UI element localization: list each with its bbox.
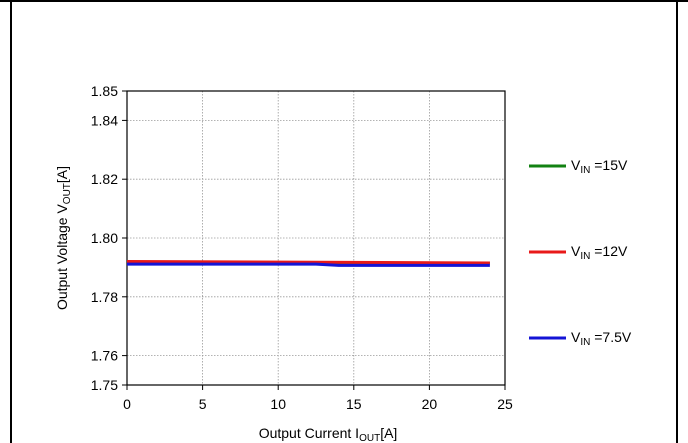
y-axis-title-text: Output Voltage V (54, 204, 70, 311)
legend-label-vin-7-5v-sub: IN (580, 337, 590, 348)
legend-item-vin-15v: VIN =15V (529, 157, 628, 176)
x-tick-label-25: 25 (497, 396, 513, 412)
y-tick-label-1-8: 1.80 (91, 230, 118, 246)
x-tick-label-20: 20 (422, 396, 438, 412)
frame-right-rule (676, 0, 678, 443)
frame-left-rule (10, 0, 12, 443)
x-axis-title: Output Current IOUT[A] (259, 425, 398, 443)
legend-label-vin-15v-value: =15V (590, 157, 628, 173)
x-tick-label-5: 5 (199, 396, 207, 412)
y-tick-label-1-84: 1.84 (91, 112, 118, 128)
legend-label-vin-15v-sub: IN (580, 165, 590, 176)
legend-label-vin-12v: VIN =12V (571, 243, 628, 262)
legend-label-vin-7-5v: VIN =7.5V (571, 329, 632, 348)
y-tick-label-1-78: 1.78 (91, 289, 118, 305)
x-axis-title-text: Output Current I (259, 425, 359, 441)
x-axis-title-unit: [A] (380, 425, 397, 441)
legend-label-vin-15v: VIN =15V (571, 157, 628, 176)
x-tick-label-15: 15 (346, 396, 362, 412)
x-axis-title-subscript: OUT (359, 433, 380, 443)
series-line-vin-7-5v (127, 262, 490, 267)
y-tick-label-1-75: 1.75 (91, 377, 118, 393)
y-axis-title-unit: [A] (54, 166, 70, 183)
series-line-vin-12v (126, 260, 490, 265)
legend-label-vin-12v-value: =12V (590, 243, 628, 259)
y-axis-title-subscript: OUT (62, 183, 73, 204)
legend-item-vin-12v: VIN =12V (529, 243, 628, 262)
series-lines (126, 260, 490, 267)
axes (122, 90, 506, 390)
y-tick-label-1-82: 1.82 (91, 171, 118, 187)
x-tick-label-10: 10 (270, 396, 286, 412)
legend-label-vin-7-5v-value: =7.5V (590, 329, 632, 345)
grid-lines (127, 91, 505, 385)
y-tick-label-1-76: 1.76 (91, 348, 118, 364)
legend-item-vin-7-5v: VIN =7.5V (529, 329, 632, 348)
frame-top-rule (0, 0, 688, 2)
legend-label-vin-12v-prefix: V (571, 243, 581, 259)
legend: VIN =15V VIN =12V VIN =7.5V (529, 157, 632, 348)
legend-label-vin-12v-sub: IN (580, 251, 590, 262)
x-tick-label-0: 0 (123, 396, 131, 412)
legend-label-vin-7-5v-prefix: V (571, 329, 581, 345)
y-tick-label-1-85: 1.85 (91, 83, 118, 99)
x-tick-labels: 0 5 10 15 20 25 (123, 396, 513, 412)
y-tick-labels: 1.75 1.76 1.78 1.80 1.82 1.84 1.85 (91, 83, 118, 393)
legend-label-vin-15v-prefix: V (571, 157, 581, 173)
y-axis-title: Output Voltage VOUT[A] (54, 166, 73, 310)
